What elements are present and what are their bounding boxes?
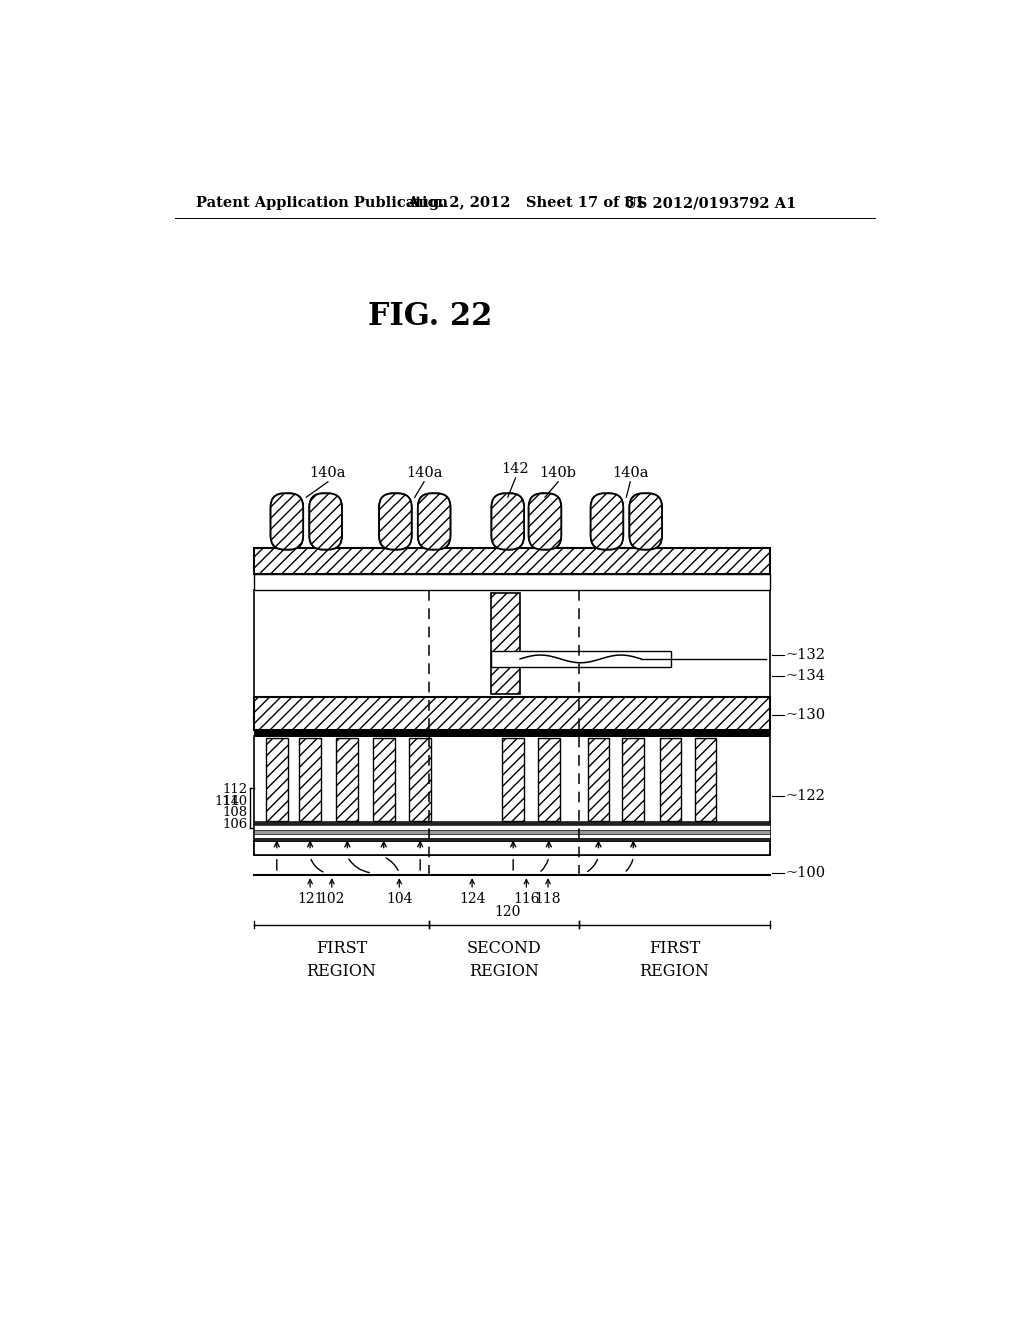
FancyBboxPatch shape [379, 494, 412, 549]
FancyBboxPatch shape [309, 494, 342, 549]
Bar [694, 738, 716, 821]
Bar [538, 738, 560, 821]
Bar [254, 821, 770, 825]
FancyBboxPatch shape [379, 494, 412, 549]
Bar [490, 651, 671, 667]
Bar [254, 830, 770, 834]
Bar [254, 590, 770, 697]
Text: 104: 104 [386, 892, 413, 907]
Text: ~134: ~134 [785, 669, 825, 682]
FancyBboxPatch shape [270, 494, 303, 549]
Text: 118: 118 [535, 892, 561, 907]
Bar [254, 730, 770, 737]
Text: 140a: 140a [612, 466, 648, 480]
Text: 142: 142 [502, 462, 529, 477]
Bar [266, 738, 288, 821]
Text: 106: 106 [222, 818, 248, 832]
Text: ~122: ~122 [785, 789, 825, 803]
Text: ~132: ~132 [785, 648, 825, 663]
Text: 140a: 140a [406, 466, 442, 480]
Text: FIG. 22: FIG. 22 [368, 301, 493, 331]
Bar [254, 737, 770, 855]
Bar [588, 738, 609, 821]
Text: SECOND
REGION: SECOND REGION [467, 940, 542, 981]
Text: 102: 102 [318, 892, 345, 907]
Text: 124: 124 [459, 892, 485, 907]
Bar [254, 825, 770, 830]
Text: Patent Application Publication: Patent Application Publication [197, 197, 449, 210]
Bar [659, 738, 681, 821]
FancyBboxPatch shape [528, 494, 561, 549]
FancyBboxPatch shape [418, 494, 451, 549]
Text: ~130: ~130 [785, 708, 825, 722]
Text: 140a: 140a [309, 466, 346, 480]
FancyBboxPatch shape [630, 494, 662, 549]
Bar [254, 841, 770, 855]
Bar [254, 834, 770, 838]
Bar [254, 838, 770, 841]
FancyBboxPatch shape [591, 494, 624, 549]
Bar [623, 738, 644, 821]
Text: 110: 110 [222, 795, 248, 808]
Text: 112: 112 [222, 783, 248, 796]
Bar [254, 574, 770, 590]
Text: 108: 108 [222, 807, 248, 820]
Text: 121: 121 [297, 892, 324, 907]
Bar [490, 594, 520, 693]
Bar [410, 738, 431, 821]
Bar [254, 548, 770, 574]
FancyBboxPatch shape [591, 494, 624, 549]
Text: ~100: ~100 [785, 866, 825, 880]
Text: 120: 120 [495, 906, 521, 919]
FancyBboxPatch shape [630, 494, 662, 549]
Text: US 2012/0193792 A1: US 2012/0193792 A1 [624, 197, 797, 210]
FancyBboxPatch shape [528, 494, 561, 549]
Text: 140b: 140b [540, 466, 577, 480]
FancyBboxPatch shape [270, 494, 303, 549]
Text: 114: 114 [214, 795, 240, 808]
Bar [299, 738, 321, 821]
Text: FIRST
REGION: FIRST REGION [306, 940, 377, 981]
Bar [337, 738, 358, 821]
Text: Aug. 2, 2012   Sheet 17 of 31: Aug. 2, 2012 Sheet 17 of 31 [407, 197, 645, 210]
FancyBboxPatch shape [418, 494, 451, 549]
Bar [373, 738, 394, 821]
Text: 116: 116 [513, 892, 540, 907]
FancyBboxPatch shape [492, 494, 524, 549]
FancyBboxPatch shape [492, 494, 524, 549]
FancyBboxPatch shape [309, 494, 342, 549]
Bar [254, 697, 770, 730]
Bar [503, 738, 524, 821]
Text: FIRST
REGION: FIRST REGION [639, 940, 710, 981]
